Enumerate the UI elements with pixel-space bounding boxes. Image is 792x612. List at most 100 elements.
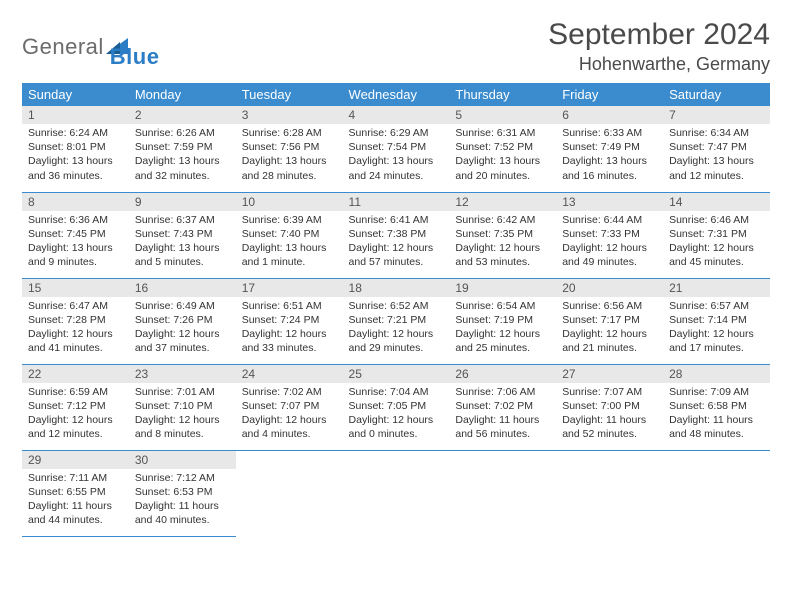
- sunrise-line: Sunrise: 7:07 AM: [562, 385, 657, 399]
- logo-text-general: General: [22, 34, 104, 60]
- day-body: Sunrise: 6:59 AMSunset: 7:12 PMDaylight:…: [22, 383, 129, 446]
- calendar-weekday-header: SundayMondayTuesdayWednesdayThursdayFrid…: [22, 83, 770, 106]
- sunset-line: Sunset: 7:35 PM: [455, 227, 550, 241]
- daylight-line: Daylight: 11 hours and 44 minutes.: [28, 499, 123, 527]
- sunset-line: Sunset: 7:19 PM: [455, 313, 550, 327]
- daylight-line: Daylight: 12 hours and 12 minutes.: [28, 413, 123, 441]
- sunset-line: Sunset: 7:33 PM: [562, 227, 657, 241]
- sunset-line: Sunset: 8:01 PM: [28, 140, 123, 154]
- day-number: 21: [663, 279, 770, 297]
- calendar-day-cell: 24Sunrise: 7:02 AMSunset: 7:07 PMDayligh…: [236, 364, 343, 450]
- sunrise-line: Sunrise: 6:57 AM: [669, 299, 764, 313]
- sunset-line: Sunset: 7:24 PM: [242, 313, 337, 327]
- daylight-line: Daylight: 12 hours and 0 minutes.: [349, 413, 444, 441]
- weekday-header: Monday: [129, 83, 236, 106]
- sunrise-line: Sunrise: 7:04 AM: [349, 385, 444, 399]
- daylight-line: Daylight: 12 hours and 57 minutes.: [349, 241, 444, 269]
- day-number: 25: [343, 365, 450, 383]
- sunrise-line: Sunrise: 6:31 AM: [455, 126, 550, 140]
- daylight-line: Daylight: 13 hours and 28 minutes.: [242, 154, 337, 182]
- calendar-empty-cell: [236, 450, 343, 536]
- daylight-line: Daylight: 13 hours and 32 minutes.: [135, 154, 230, 182]
- day-number: 2: [129, 106, 236, 124]
- calendar-day-cell: 6Sunrise: 6:33 AMSunset: 7:49 PMDaylight…: [556, 106, 663, 192]
- sunset-line: Sunset: 7:10 PM: [135, 399, 230, 413]
- day-number: 29: [22, 451, 129, 469]
- calendar-day-cell: 26Sunrise: 7:06 AMSunset: 7:02 PMDayligh…: [449, 364, 556, 450]
- calendar-day-cell: 21Sunrise: 6:57 AMSunset: 7:14 PMDayligh…: [663, 278, 770, 364]
- day-number: 24: [236, 365, 343, 383]
- day-number: 12: [449, 193, 556, 211]
- day-body: Sunrise: 6:47 AMSunset: 7:28 PMDaylight:…: [22, 297, 129, 360]
- calendar-day-cell: 8Sunrise: 6:36 AMSunset: 7:45 PMDaylight…: [22, 192, 129, 278]
- daylight-line: Daylight: 13 hours and 24 minutes.: [349, 154, 444, 182]
- calendar-row: 29Sunrise: 7:11 AMSunset: 6:55 PMDayligh…: [22, 450, 770, 536]
- sunset-line: Sunset: 6:55 PM: [28, 485, 123, 499]
- day-body: Sunrise: 6:49 AMSunset: 7:26 PMDaylight:…: [129, 297, 236, 360]
- weekday-header: Wednesday: [343, 83, 450, 106]
- daylight-line: Daylight: 12 hours and 25 minutes.: [455, 327, 550, 355]
- day-body: Sunrise: 6:57 AMSunset: 7:14 PMDaylight:…: [663, 297, 770, 360]
- weekday-header: Tuesday: [236, 83, 343, 106]
- sunset-line: Sunset: 7:12 PM: [28, 399, 123, 413]
- calendar-day-cell: 25 Sunrise: 7:04 AMSunset: 7:05 PMDayligh…: [343, 364, 450, 450]
- sunrise-line: Sunrise: 6:41 AM: [349, 213, 444, 227]
- daylight-line: Daylight: 11 hours and 48 minutes.: [669, 413, 764, 441]
- calendar-row: 22Sunrise: 6:59 AMSunset: 7:12 PMDayligh…: [22, 364, 770, 450]
- sunrise-line: Sunrise: 6:59 AM: [28, 385, 123, 399]
- sunrise-line: Sunrise: 6:24 AM: [28, 126, 123, 140]
- logo: General Blue: [22, 24, 159, 70]
- day-body: Sunrise: 6:42 AMSunset: 7:35 PMDaylight:…: [449, 211, 556, 274]
- day-body: Sunrise: 6:39 AMSunset: 7:40 PMDaylight:…: [236, 211, 343, 274]
- sunrise-line: Sunrise: 7:01 AM: [135, 385, 230, 399]
- sunset-line: Sunset: 7:49 PM: [562, 140, 657, 154]
- day-number: 10: [236, 193, 343, 211]
- daylight-line: Daylight: 11 hours and 56 minutes.: [455, 413, 550, 441]
- sunset-line: Sunset: 7:31 PM: [669, 227, 764, 241]
- calendar-day-cell: 12Sunrise: 6:42 AMSunset: 7:35 PMDayligh…: [449, 192, 556, 278]
- sunrise-line: Sunrise: 6:49 AM: [135, 299, 230, 313]
- calendar-day-cell: 16Sunrise: 6:49 AMSunset: 7:26 PMDayligh…: [129, 278, 236, 364]
- sunrise-line: Sunrise: 6:36 AM: [28, 213, 123, 227]
- calendar-table: SundayMondayTuesdayWednesdayThursdayFrid…: [22, 83, 770, 537]
- calendar-day-cell: 20Sunrise: 6:56 AMSunset: 7:17 PMDayligh…: [556, 278, 663, 364]
- day-body: Sunrise: 6:24 AMSunset: 8:01 PMDaylight:…: [22, 124, 129, 187]
- calendar-day-cell: 9Sunrise: 6:37 AMSunset: 7:43 PMDaylight…: [129, 192, 236, 278]
- calendar-day-cell: 7Sunrise: 6:34 AMSunset: 7:47 PMDaylight…: [663, 106, 770, 192]
- day-number: 7: [663, 106, 770, 124]
- sunset-line: Sunset: 7:05 PM: [349, 399, 444, 413]
- day-body: Sunrise: 6:44 AMSunset: 7:33 PMDaylight:…: [556, 211, 663, 274]
- daylight-line: Daylight: 12 hours and 53 minutes.: [455, 241, 550, 269]
- daylight-line: Daylight: 13 hours and 16 minutes.: [562, 154, 657, 182]
- sunrise-line: Sunrise: 6:51 AM: [242, 299, 337, 313]
- daylight-line: Daylight: 13 hours and 5 minutes.: [135, 241, 230, 269]
- daylight-line: Daylight: 12 hours and 33 minutes.: [242, 327, 337, 355]
- weekday-header: Sunday: [22, 83, 129, 106]
- day-number: 26: [449, 365, 556, 383]
- calendar-day-cell: 3Sunrise: 6:28 AMSunset: 7:56 PMDaylight…: [236, 106, 343, 192]
- sunrise-line: Sunrise: 6:34 AM: [669, 126, 764, 140]
- day-number: 11: [343, 193, 450, 211]
- day-body: Sunrise: 6:41 AMSunset: 7:38 PMDaylight:…: [343, 211, 450, 274]
- calendar-day-cell: 10Sunrise: 6:39 AMSunset: 7:40 PMDayligh…: [236, 192, 343, 278]
- sunset-line: Sunset: 7:17 PM: [562, 313, 657, 327]
- day-body: Sunrise: 7:09 AMSunset: 6:58 PMDaylight:…: [663, 383, 770, 446]
- calendar-day-cell: 4Sunrise: 6:29 AMSunset: 7:54 PMDaylight…: [343, 106, 450, 192]
- sunset-line: Sunset: 7:45 PM: [28, 227, 123, 241]
- day-number: 22: [22, 365, 129, 383]
- sunrise-line: Sunrise: 6:54 AM: [455, 299, 550, 313]
- sunrise-line: Sunrise: 6:47 AM: [28, 299, 123, 313]
- daylight-line: Daylight: 11 hours and 40 minutes.: [135, 499, 230, 527]
- sunset-line: Sunset: 7:21 PM: [349, 313, 444, 327]
- day-number: 16: [129, 279, 236, 297]
- day-number: 15: [22, 279, 129, 297]
- daylight-line: Daylight: 13 hours and 36 minutes.: [28, 154, 123, 182]
- logo-text-blue: Blue: [110, 44, 160, 70]
- sunset-line: Sunset: 6:53 PM: [135, 485, 230, 499]
- sunrise-line: Sunrise: 7:12 AM: [135, 471, 230, 485]
- sunset-line: Sunset: 7:40 PM: [242, 227, 337, 241]
- day-number: 28: [663, 365, 770, 383]
- location: Hohenwarthe, Germany: [548, 54, 770, 75]
- sunrise-line: Sunrise: 6:33 AM: [562, 126, 657, 140]
- day-number: 8: [22, 193, 129, 211]
